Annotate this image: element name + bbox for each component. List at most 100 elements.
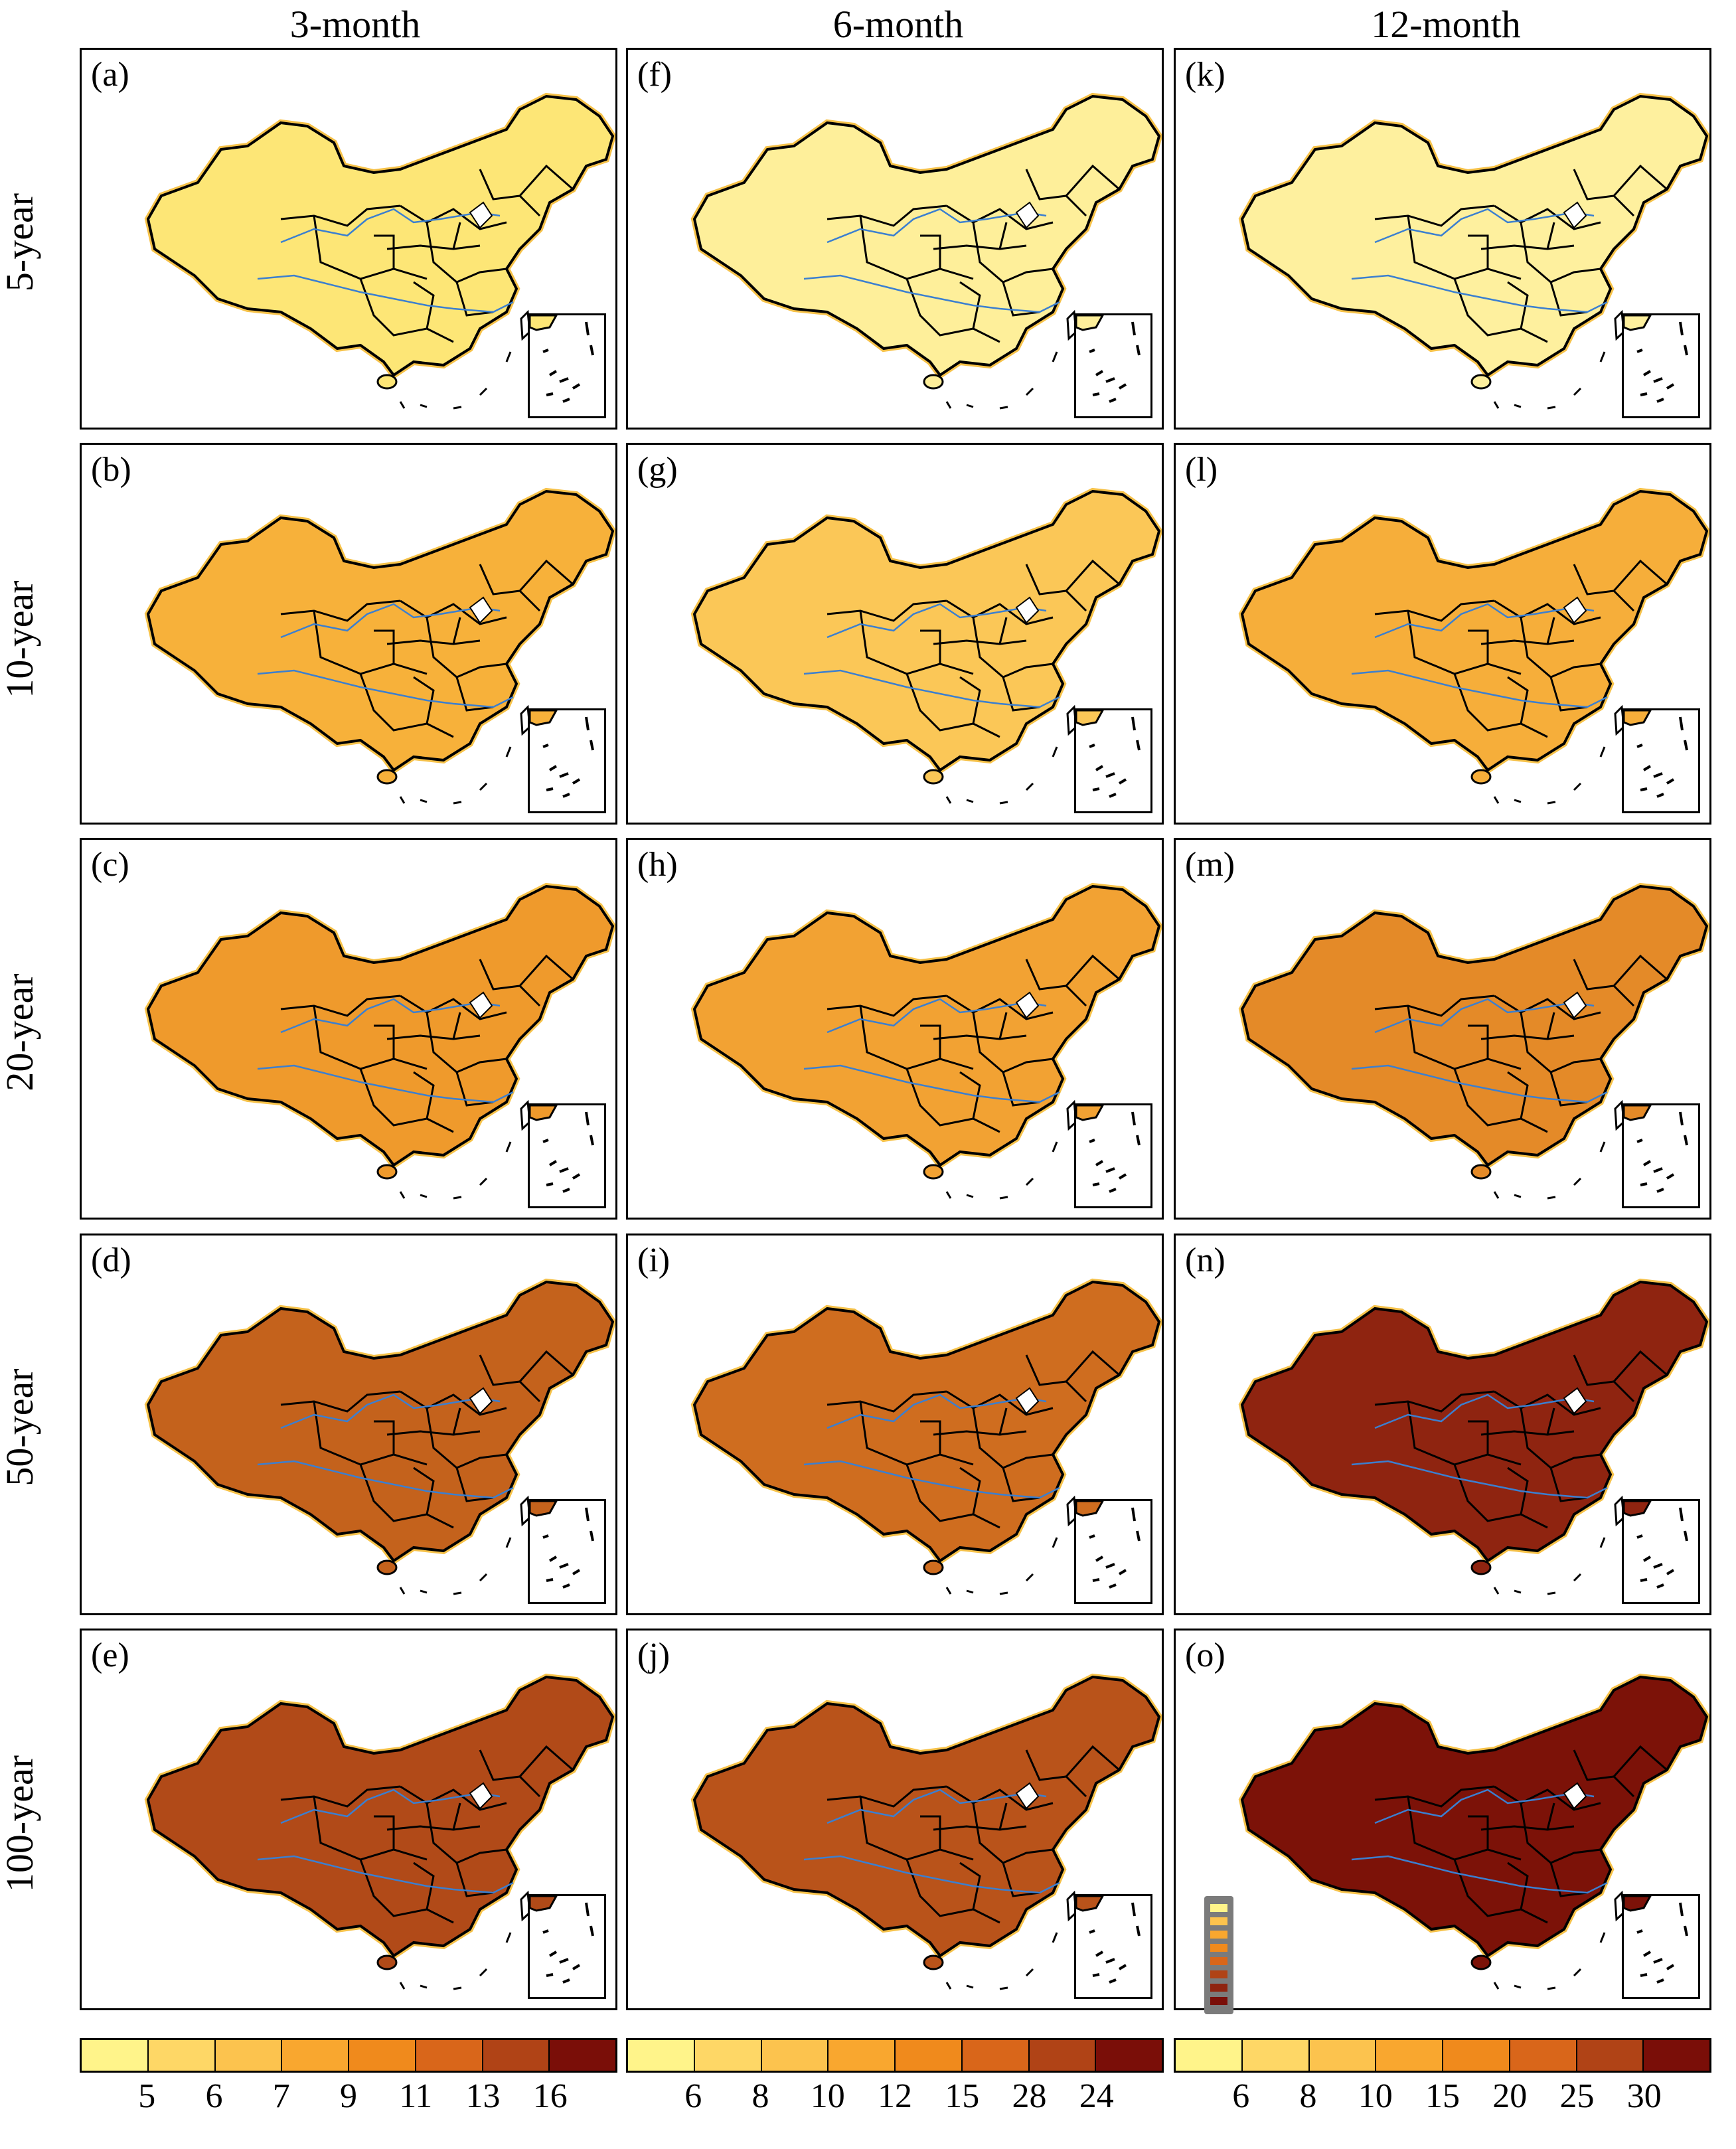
inset-mainland [528,709,558,726]
nine-dash-segment [1052,1932,1058,1943]
inset-island [559,1563,569,1569]
province-boundary [479,959,541,1007]
province-boundary [906,1859,1000,1924]
nine-dash-segment [966,1194,974,1198]
inset-map [528,709,594,798]
inset-island [559,1167,569,1173]
south-china-sea-inset [1622,313,1700,418]
nine-dash-segment [966,404,974,408]
nine-dash-segment [420,799,428,803]
map-panel-l: (l) [1174,443,1711,825]
nine-dash-segment [966,1984,974,1989]
panel-label: (d) [91,1241,131,1279]
province-boundary [1546,222,1555,250]
river-line [1374,1393,1595,1429]
map-panel-c: (c) [80,838,617,1220]
china-map [690,1278,1162,1595]
inset-map [1075,1895,1141,1984]
province-boundary [1613,954,1668,987]
colorbar-tick-label: 6 [684,2077,702,2115]
province-boundary [920,234,941,269]
inset-island [1679,1507,1684,1522]
province-boundary [1065,559,1120,592]
province-boundary [1025,959,1087,1007]
inset-island [562,1978,570,1984]
province-boundary [452,617,461,645]
colorbar-segment [1309,2040,1377,2071]
inset-island [585,321,590,336]
colorbar-segment [962,2040,1030,2071]
hainan-island [376,374,398,390]
province-boundary [1549,1467,1588,1502]
colorbar-tick-label: 9 [340,2077,357,2115]
china-map [144,1278,615,1595]
river-line [803,1064,1060,1103]
river-line [827,998,1047,1034]
province-boundary [933,244,1027,250]
river-line [257,1064,514,1103]
province-boundary [998,222,1008,250]
river-line [827,1393,1047,1429]
inset-mainland [528,1500,558,1517]
nine-dash-segment [505,746,512,757]
hainan-island [923,1954,944,1970]
province-boundary [933,1430,1027,1436]
china-map [144,1673,615,1990]
colorbar-tick-label: 6 [205,2077,223,2115]
colorbar-tick-label: 24 [1079,2077,1114,2115]
province-boundary [386,1825,481,1831]
nine-dash-segment [1573,387,1582,396]
nine-dash-segment [1052,351,1058,362]
inset-island [1131,1111,1136,1126]
nine-dash-segment [399,401,406,409]
province-boundary [359,278,454,343]
province-boundary [946,995,1054,1020]
province-boundary [1507,1467,1529,1515]
column-header-6-month: 6-month [832,3,964,46]
inset-island [1118,778,1127,785]
nine-dash-segment [1547,1591,1556,1595]
nine-dash-segment [1599,1141,1606,1153]
row-header-50-year: 50-year [0,1368,41,1486]
hainan-island [923,374,944,390]
china-map [144,92,615,410]
province-boundary [1613,559,1668,592]
inset-island [1636,349,1643,353]
inset-island [562,1188,570,1193]
inset-island [1666,1569,1675,1575]
nine-dash-segment [453,1591,462,1595]
inset-island [1131,1507,1136,1522]
bohai-sea [469,1387,493,1415]
province-boundary [359,1464,454,1529]
nine-dash-segment [479,1573,488,1582]
province-boundary [1002,281,1040,317]
inset-island [1131,1902,1136,1917]
inset-island [1131,716,1136,731]
colorbar-tick-label: 25 [1559,2077,1595,2115]
inset-island [1109,398,1117,403]
province-boundary [359,1068,454,1133]
nine-dash-segment [966,799,974,803]
inset-island [1640,1578,1648,1582]
panel-label: (i) [637,1241,671,1279]
hainan-island [1470,1164,1492,1180]
nine-dash-segment [453,1986,462,1990]
inset-island [1642,1950,1652,1957]
province-boundary [1480,1825,1575,1831]
colorbar-tick-label: 13 [465,2077,501,2115]
map-panel-f: (f) [626,48,1164,430]
province-boundary [1549,281,1588,317]
province-boundary [1573,959,1635,1007]
bohai-sea [1015,1387,1040,1415]
south-china-sea-inset [1074,708,1152,813]
nine-dash-segment [1599,1537,1606,1548]
nine-dash-segment [399,1191,406,1199]
panel-label: (k) [1185,56,1225,94]
province-boundary [1065,954,1120,987]
colorbar-tick-label: 15 [1425,2077,1460,2115]
province-boundary [1507,676,1529,724]
province-boundary [1549,1862,1588,1897]
inset-map [1075,314,1141,403]
inset-mainland [1075,1500,1105,1517]
inset-island [542,1929,549,1934]
